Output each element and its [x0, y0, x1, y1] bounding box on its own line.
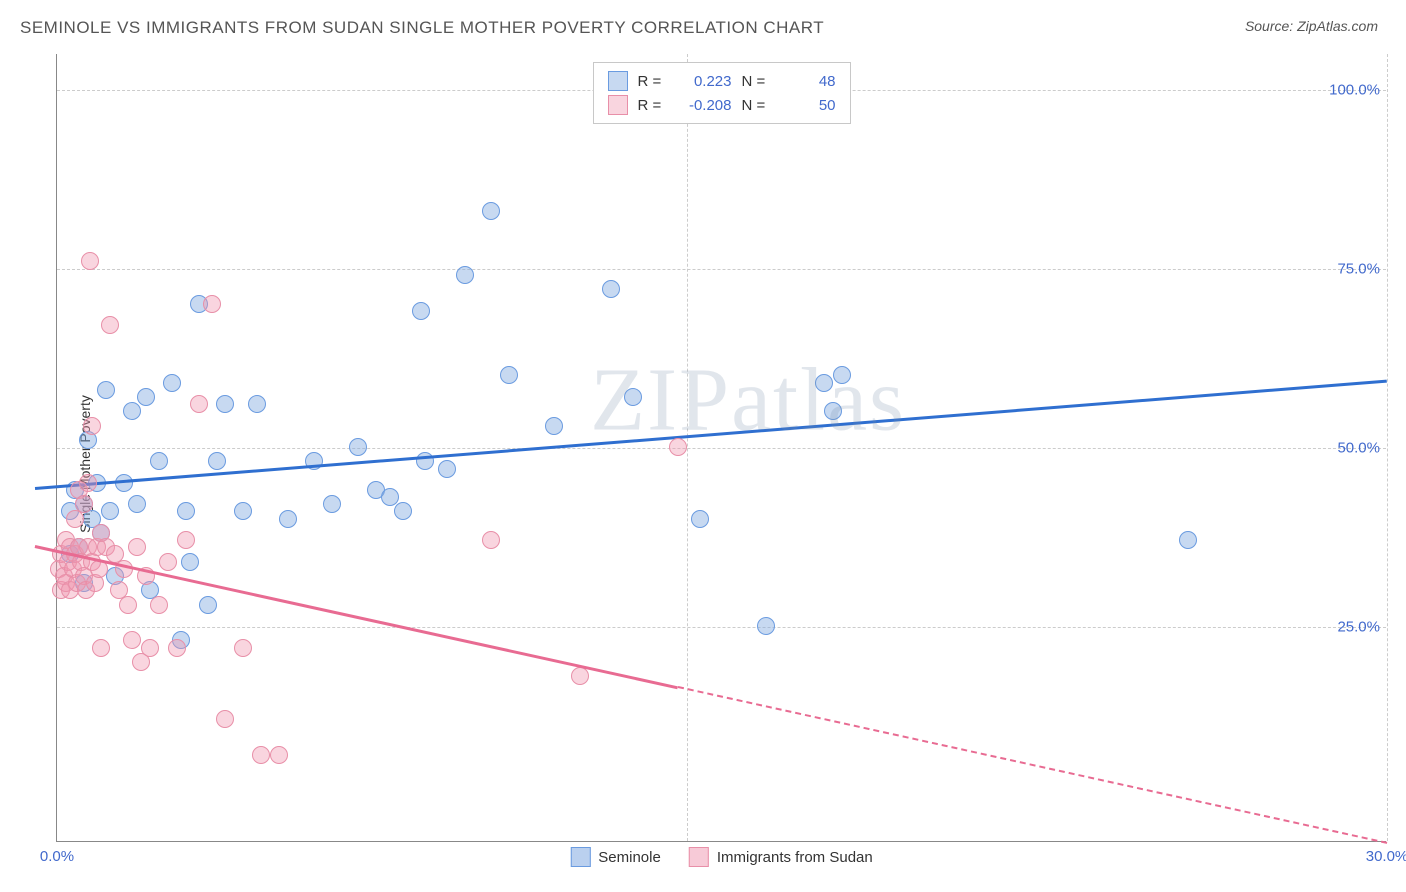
legend-n-label: N =: [742, 73, 774, 90]
data-point: [181, 553, 199, 571]
y-tick-label: 75.0%: [1337, 260, 1380, 277]
data-point: [824, 402, 842, 420]
data-point: [208, 452, 226, 470]
legend-n-value: 50: [784, 97, 836, 114]
data-point: [141, 639, 159, 657]
data-point: [482, 531, 500, 549]
grid-line-h: [57, 448, 1386, 449]
legend-r-label: R =: [638, 73, 670, 90]
x-tick-label: 0.0%: [40, 848, 74, 865]
data-point: [1179, 531, 1197, 549]
data-point: [190, 395, 208, 413]
data-point: [101, 316, 119, 334]
legend-swatch: [608, 71, 628, 91]
data-point: [456, 266, 474, 284]
data-point: [75, 495, 93, 513]
data-point: [252, 746, 270, 764]
chart-container: Single Mother Poverty ZIPatlas R =0.223N…: [20, 54, 1386, 874]
data-point: [438, 460, 456, 478]
data-point: [177, 502, 195, 520]
data-point: [216, 395, 234, 413]
legend-item: Immigrants from Sudan: [689, 847, 873, 867]
data-point: [602, 280, 620, 298]
data-point: [177, 531, 195, 549]
data-point: [757, 617, 775, 635]
y-tick-label: 50.0%: [1337, 440, 1380, 457]
data-point: [482, 202, 500, 220]
data-point: [248, 395, 266, 413]
data-point: [545, 417, 563, 435]
data-point: [92, 639, 110, 657]
chart-title: SEMINOLE VS IMMIGRANTS FROM SUDAN SINGLE…: [20, 18, 824, 38]
data-point: [81, 252, 99, 270]
data-point: [128, 538, 146, 556]
data-point: [128, 495, 146, 513]
data-point: [150, 452, 168, 470]
data-point: [571, 667, 589, 685]
data-point: [79, 474, 97, 492]
data-point: [624, 388, 642, 406]
legend-r-label: R =: [638, 97, 670, 114]
legend-row: R = -0.208 N = 50: [608, 93, 836, 117]
data-point: [123, 402, 141, 420]
legend-n-value: 48: [784, 73, 836, 90]
legend-swatch: [570, 847, 590, 867]
x-tick-label: 30.0%: [1366, 848, 1406, 865]
legend-n-label: N =: [742, 97, 774, 114]
data-point: [833, 366, 851, 384]
grid-line-h: [57, 627, 1386, 628]
y-tick-label: 100.0%: [1329, 81, 1380, 98]
plot-area: ZIPatlas R =0.223N =48R =-0.208N =50 Sem…: [56, 54, 1386, 842]
data-point: [119, 596, 137, 614]
data-point: [101, 502, 119, 520]
legend-label: Seminole: [598, 849, 661, 866]
data-point: [203, 295, 221, 313]
legend-label: Immigrants from Sudan: [717, 849, 873, 866]
data-point: [137, 388, 155, 406]
series-legend: Seminole Immigrants from Sudan: [570, 847, 872, 867]
y-tick-label: 25.0%: [1337, 619, 1380, 636]
data-point: [279, 510, 297, 528]
data-point: [815, 374, 833, 392]
trend-line-extrapolated: [677, 686, 1387, 844]
data-point: [168, 639, 186, 657]
correlation-legend: R = 0.223 N = 48 R = -0.208 N = 50: [593, 62, 851, 124]
legend-r-value: 0.223: [680, 73, 732, 90]
legend-item: Seminole: [570, 847, 661, 867]
grid-line-v: [687, 54, 688, 841]
grid-line-h: [57, 269, 1386, 270]
legend-swatch: [689, 847, 709, 867]
data-point: [394, 502, 412, 520]
source-attribution: Source: ZipAtlas.com: [1245, 18, 1378, 34]
data-point: [123, 631, 141, 649]
data-point: [234, 639, 252, 657]
trend-line: [35, 380, 1387, 490]
data-point: [150, 596, 168, 614]
data-point: [500, 366, 518, 384]
data-point: [163, 374, 181, 392]
data-point: [216, 710, 234, 728]
data-point: [270, 746, 288, 764]
data-point: [412, 302, 430, 320]
legend-row: R = 0.223 N = 48: [608, 69, 836, 93]
trend-line: [35, 545, 678, 689]
data-point: [83, 417, 101, 435]
data-point: [199, 596, 217, 614]
legend-swatch: [608, 95, 628, 115]
data-point: [159, 553, 177, 571]
data-point: [349, 438, 367, 456]
data-point: [323, 495, 341, 513]
data-point: [97, 381, 115, 399]
legend-r-value: -0.208: [680, 97, 732, 114]
data-point: [381, 488, 399, 506]
data-point: [669, 438, 687, 456]
grid-line-v: [1387, 54, 1388, 841]
data-point: [691, 510, 709, 528]
data-point: [234, 502, 252, 520]
